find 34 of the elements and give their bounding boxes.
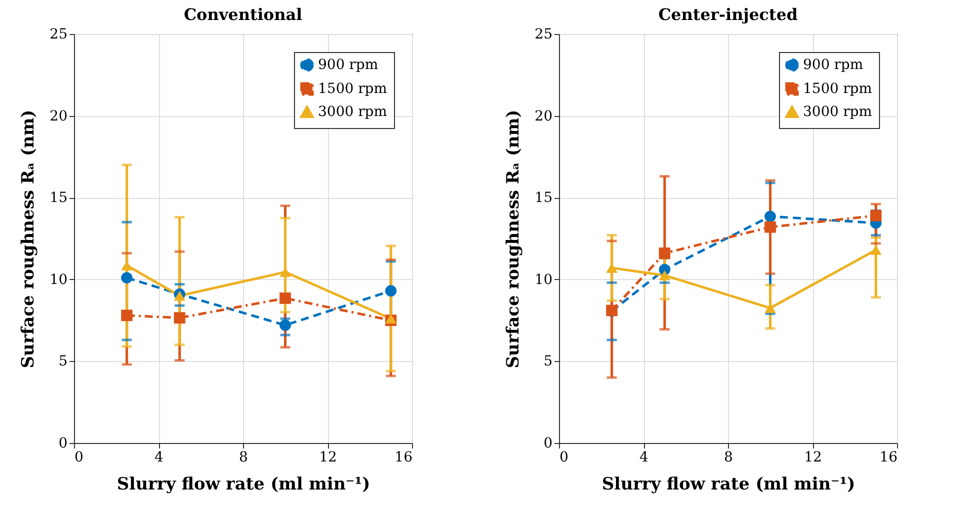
legend-label: 1500 rpm <box>803 81 872 97</box>
legend-label: 900 rpm <box>318 57 378 73</box>
y-tick-label: 25 <box>534 26 552 42</box>
x-tick-label: 16 <box>880 450 898 466</box>
legend-label: 900 rpm <box>803 57 864 73</box>
y-tick-label: 25 <box>50 26 68 42</box>
y-tick-label: 5 <box>58 354 68 370</box>
x-axis-title: Slurry flow rate (ml min⁻¹) <box>116 474 370 494</box>
x-tick-label: 16 <box>394 450 413 466</box>
x-axis-title: Slurry flow rate (ml min⁻¹) <box>602 474 856 494</box>
legend-label: 3000 rpm <box>803 104 872 120</box>
y-tick-label: 0 <box>544 436 552 452</box>
chart-title: Center-injected <box>658 5 798 24</box>
y-tick-label: 5 <box>544 354 552 370</box>
y-axis-title: Surface roughness Rₐ (nm) <box>504 110 524 368</box>
chart-title: Conventional <box>184 5 302 24</box>
y-axis-title: Surface roughness Rₐ (nm) <box>18 110 39 368</box>
y-tick-label: 15 <box>50 190 68 206</box>
y-tick-label: 10 <box>50 272 68 288</box>
y-tick-label: 10 <box>534 272 552 288</box>
y-tick-label: 0 <box>58 436 68 452</box>
legend-label: 3000 rpm <box>318 104 388 120</box>
y-tick-label: 20 <box>50 108 68 124</box>
x-tick-label: 8 <box>724 450 733 466</box>
x-tick-label: 0 <box>560 450 568 466</box>
x-tick-label: 4 <box>640 450 649 466</box>
x-tick-label: 8 <box>239 450 248 466</box>
x-tick-label: 12 <box>804 450 822 466</box>
x-tick-label: 4 <box>154 450 164 466</box>
x-tick-label: 12 <box>319 450 337 466</box>
y-tick-label: 20 <box>534 108 552 124</box>
legend-label: 1500 rpm <box>318 81 388 97</box>
x-tick-label: 0 <box>74 450 84 466</box>
y-tick-label: 15 <box>534 190 552 206</box>
